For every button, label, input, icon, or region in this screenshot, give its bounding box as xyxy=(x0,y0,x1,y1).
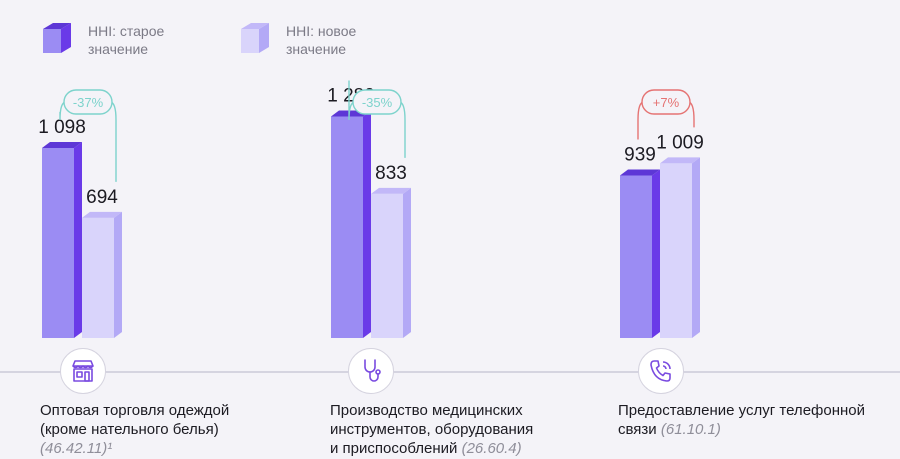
category-0-code: (46.42.11)¹ xyxy=(40,440,113,457)
legend-label-new: HHI: новое значение xyxy=(286,23,357,57)
change-badge-0 xyxy=(63,89,113,115)
category-1-code: (26.60.4) xyxy=(461,440,522,457)
stethoscope-icon xyxy=(364,359,381,382)
bar-old-1 xyxy=(331,110,371,338)
bar-old-0 xyxy=(42,142,82,338)
change-label-2: +7% xyxy=(653,95,680,110)
change-badge-1 xyxy=(352,89,402,115)
chart-legend: HHI: старое значение HHI: новое значение xyxy=(40,20,396,58)
storefront-icon xyxy=(72,360,94,382)
category-1-label: Производство медицинских инструментов, о… xyxy=(330,402,534,457)
value-label-old-0: 1 098 xyxy=(38,117,86,138)
change-bracket-2: +7% xyxy=(637,89,695,140)
category-1-icon-badge xyxy=(348,348,394,394)
change-bracket-0: -37% xyxy=(59,89,117,182)
value-label-new-0: 694 xyxy=(86,187,118,208)
new-value-swatch-icon xyxy=(241,23,269,53)
change-label-0: -37% xyxy=(73,95,104,110)
category-2-code: (61.10.1) xyxy=(660,421,721,438)
bar-new-2 xyxy=(660,157,700,338)
category-0-label: Оптовая торговля одеждой (кроме нательно… xyxy=(40,402,230,457)
change-label-1: -35% xyxy=(362,95,393,110)
bar-new-1 xyxy=(371,187,411,338)
category-2-icon-badge xyxy=(638,348,684,394)
value-label-new-1: 833 xyxy=(375,163,407,184)
value-label-new-2: 1 009 xyxy=(656,132,704,153)
bar-new-0 xyxy=(82,211,122,338)
legend-item-new: HHI: новое значение xyxy=(238,20,396,58)
category-0-icon-badge xyxy=(60,348,106,394)
legend-item-old: HHI: старое значение xyxy=(40,20,198,58)
phone-icon xyxy=(650,360,671,382)
change-badges-layer: -37% -35% +7% xyxy=(59,80,695,182)
change-badge-2 xyxy=(641,89,691,115)
change-bracket-1: -35% xyxy=(348,80,406,158)
value-label-old-2: 939 xyxy=(624,145,656,166)
bars-layer xyxy=(42,110,700,338)
category-2-label: Предоставление услуг телефонной связи (6… xyxy=(618,402,866,438)
old-value-swatch-icon xyxy=(43,23,71,53)
legend-label-old: HHI: старое значение xyxy=(88,23,165,57)
bar-old-2 xyxy=(620,169,660,338)
